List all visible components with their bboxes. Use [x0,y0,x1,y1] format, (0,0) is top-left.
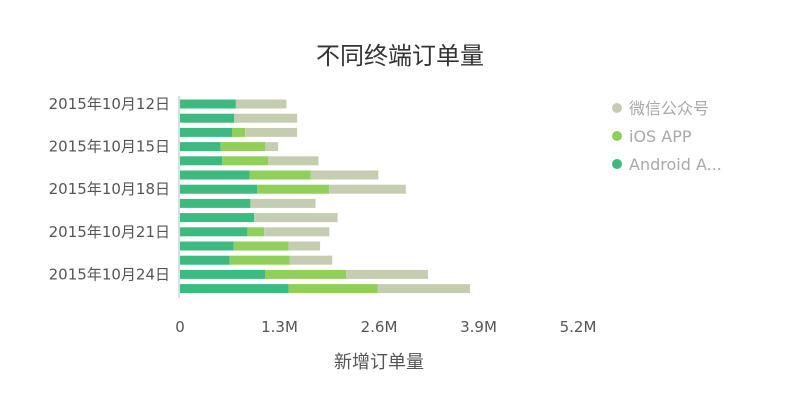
bar-ios-14[interactable] [288,284,378,294]
x-tick-label: 1.3M [261,318,298,336]
y-tick-labels: 2015年10月12日 2015年10月15日 2015年10月18日 2015年10… [49,95,170,283]
bar-ios-3[interactable] [232,127,245,137]
bar-wechat-13[interactable] [346,269,428,279]
legend-label[interactable]: iOS APP [629,127,692,146]
bar-ios-6[interactable] [249,170,311,180]
bar-wechat-5[interactable] [268,156,319,166]
bar-android-13[interactable] [180,269,265,279]
bar-ios-4[interactable] [220,142,265,152]
chart-title: 不同终端订单量 [316,42,484,70]
bar-ios-13[interactable] [265,269,347,279]
bar-android-1[interactable] [180,99,236,109]
bar-android-6[interactable] [180,170,250,180]
bar-android-14[interactable] [180,284,289,294]
bar-wechat-6[interactable] [310,170,379,180]
bar-wechat-11[interactable] [288,241,321,251]
x-tick-label: 5.2M [560,318,597,336]
bar-wechat-1[interactable] [235,99,287,109]
legend: 微信公众号 iOS APP Android A... [612,99,722,174]
bar-wechat-4[interactable] [265,142,278,152]
bar-wechat-2[interactable] [234,113,298,123]
y-tick-label: 2015年10月12日 [49,95,170,113]
bar-ios-10[interactable] [247,227,265,237]
legend-label[interactable]: 微信公众号 [629,99,709,118]
y-tick-label: 2015年10月24日 [49,265,170,283]
bar-ios-12[interactable] [229,255,290,265]
x-tick-labels: 0 1.3M 2.6M 3.9M 5.2M [175,318,596,336]
legend-label[interactable]: Android A... [629,155,722,174]
x-tick-label: 2.6M [361,318,398,336]
x-tick-label: 0 [175,318,185,336]
bars [180,99,471,294]
y-tick-label: 2015年10月18日 [49,180,170,198]
bar-wechat-7[interactable] [329,184,406,194]
bar-android-3[interactable] [180,127,232,137]
bar-android-9[interactable] [180,213,255,223]
bar-android-5[interactable] [180,156,223,166]
legend-marker [612,159,622,169]
x-tick-label: 3.9M [460,318,497,336]
bar-wechat-10[interactable] [264,227,330,237]
bar-wechat-3[interactable] [245,127,298,137]
bar-wechat-12[interactable] [289,255,333,265]
bar-android-10[interactable] [180,227,248,237]
x-axis-title: 新增订单量 [334,352,424,373]
legend-marker [612,131,622,141]
bar-ios-7[interactable] [257,184,330,194]
bar-android-8[interactable] [180,198,251,208]
bar-android-12[interactable] [180,255,230,265]
bar-ios-11[interactable] [233,241,289,251]
y-tick-label: 2015年10月21日 [49,223,170,241]
bar-wechat-14[interactable] [377,284,471,294]
bar-ios-5[interactable] [222,156,268,166]
bar-android-7[interactable] [180,184,258,194]
bar-wechat-9[interactable] [254,213,338,223]
y-tick-label: 2015年10月15日 [49,138,170,156]
bar-android-11[interactable] [180,241,234,251]
bar-android-4[interactable] [180,142,221,152]
bar-wechat-8[interactable] [250,198,316,208]
legend-marker [612,103,622,113]
bar-android-2[interactable] [180,113,235,123]
